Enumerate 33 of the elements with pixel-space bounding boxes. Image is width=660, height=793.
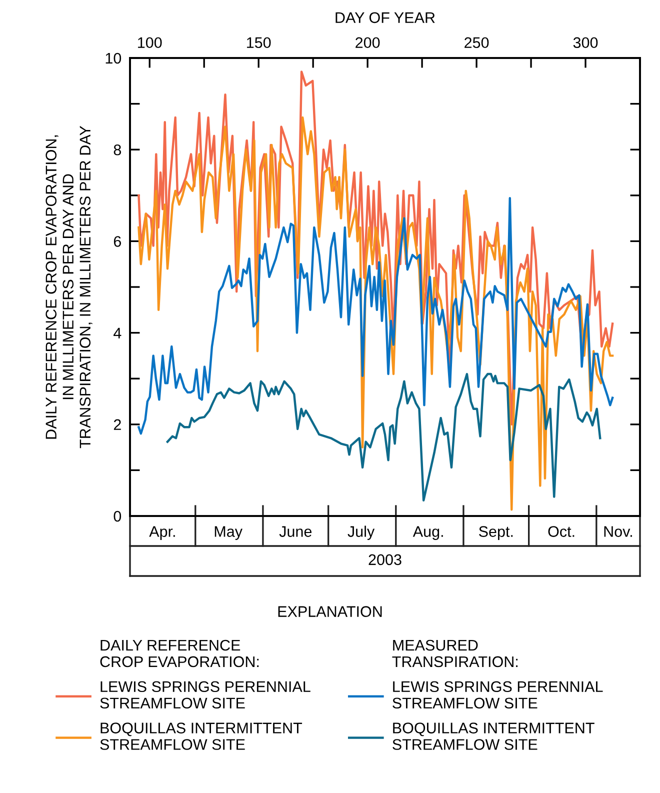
y-tick-label: 6 <box>114 236 121 247</box>
y-tick-label: 0 <box>114 510 122 522</box>
x2-tick-label: June <box>279 526 312 537</box>
x2-tick-label: Apr. <box>149 526 175 540</box>
x2-tick-label: Aug. <box>412 526 443 540</box>
x-tick-label: 200 <box>356 37 380 48</box>
text: 2003 <box>368 554 402 566</box>
line-series <box>138 116 614 511</box>
legend-title: EXPLANATION <box>278 606 382 617</box>
legend-label: BOQUILLAS INTERMITTENT STREAMFLOW SITE <box>100 722 302 750</box>
legend-label: LEWIS SPRINGS PERENNIAL STREAMFLOW SITE <box>100 681 310 709</box>
x-tick-label: 250 <box>464 37 489 48</box>
x2-tick-label: Nov. <box>604 526 632 537</box>
x2-tick-label: July <box>348 526 375 540</box>
line-series <box>138 70 614 426</box>
legend-label: LEWIS SPRINGS PERENNIAL STREAMFLOW SITE <box>392 681 603 709</box>
y-axis-title: DAILY REFERENCE CROP EVAPORATION, IN MILLIMETERS PER DAY AND TRANSPIRATION, IN MILLIMETERS PER DAY <box>46 126 92 448</box>
x2-tick-label: May <box>214 526 242 540</box>
x-tick-label: 150 <box>247 37 271 48</box>
y-tick-label: 2 <box>114 419 121 430</box>
y-tick-label: 4 <box>114 328 122 338</box>
x-tick-label: 100 <box>138 37 162 48</box>
x-tick-label: 300 <box>573 37 598 48</box>
text: DAILY REFERENCE CROP EVAPORATION: <box>100 640 259 668</box>
x2-tick-label: Sept. <box>479 526 513 540</box>
x2-tick-label: Oct. <box>548 526 574 537</box>
y-tick-label: 10 <box>106 52 122 64</box>
text: MEASURED TRANSPIRATION: <box>392 640 518 668</box>
x-axis-title: DAY OF YEAR <box>336 12 435 24</box>
line-series <box>138 197 614 435</box>
legend-label: BOQUILLAS INTERMITTENT STREAMFLOW SITE <box>392 722 594 750</box>
y-tick-label: 8 <box>114 144 122 156</box>
line-series <box>166 372 602 502</box>
